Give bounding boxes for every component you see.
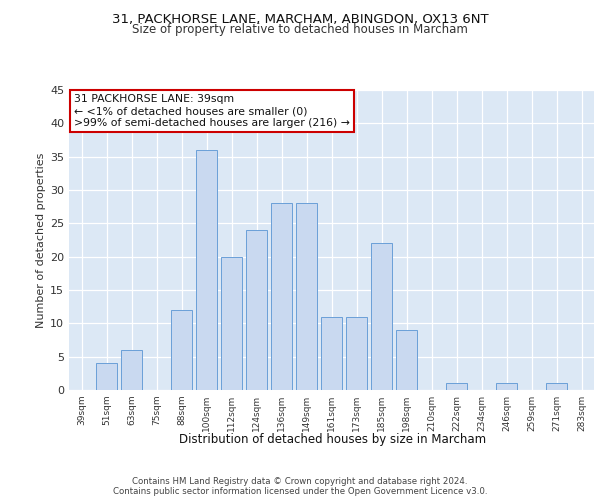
Bar [371, 244, 392, 390]
Bar [296, 204, 317, 390]
Bar [196, 150, 217, 390]
Bar [321, 316, 342, 390]
Bar [121, 350, 142, 390]
Bar [96, 364, 117, 390]
Bar [271, 204, 292, 390]
Bar [396, 330, 417, 390]
Bar [171, 310, 192, 390]
Text: Size of property relative to detached houses in Marcham: Size of property relative to detached ho… [132, 22, 468, 36]
Text: Distribution of detached houses by size in Marcham: Distribution of detached houses by size … [179, 432, 487, 446]
Bar [246, 230, 267, 390]
Bar [496, 384, 517, 390]
Text: 31, PACKHORSE LANE, MARCHAM, ABINGDON, OX13 6NT: 31, PACKHORSE LANE, MARCHAM, ABINGDON, O… [112, 12, 488, 26]
Bar [546, 384, 567, 390]
Bar [446, 384, 467, 390]
Text: Contains public sector information licensed under the Open Government Licence v3: Contains public sector information licen… [113, 488, 487, 496]
Text: Contains HM Land Registry data © Crown copyright and database right 2024.: Contains HM Land Registry data © Crown c… [132, 478, 468, 486]
Y-axis label: Number of detached properties: Number of detached properties [36, 152, 46, 328]
Bar [346, 316, 367, 390]
Bar [221, 256, 242, 390]
Text: 31 PACKHORSE LANE: 39sqm
← <1% of detached houses are smaller (0)
>99% of semi-d: 31 PACKHORSE LANE: 39sqm ← <1% of detach… [74, 94, 350, 128]
